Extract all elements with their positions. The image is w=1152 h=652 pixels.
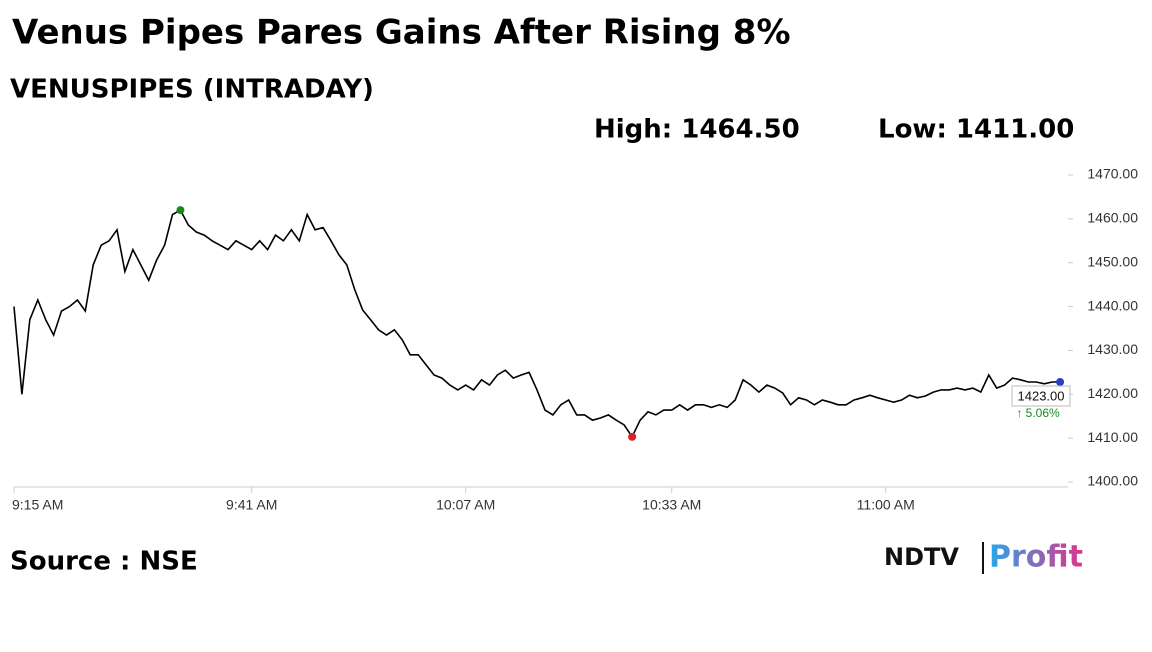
change-label: ↑ 5.06% [1016,406,1060,420]
x-tick-label: 10:33 AM [642,497,701,513]
chart-subtitle: VENUSPIPES (INTRADAY) [10,75,374,105]
low-label: Low: 1411.00 [878,115,1074,145]
y-tick-label: 1410.00 [1087,429,1138,445]
price-line [13,209,1061,439]
y-tick-label: 1400.00 [1087,473,1138,489]
low-marker [628,432,637,441]
x-tick-label: 10:07 AM [436,497,495,513]
logo-ndtv: NDTV [884,543,959,571]
x-tick-label: 9:41 AM [226,497,277,513]
source: Source : NSE [10,547,198,577]
y-tick-label: 1460.00 [1087,210,1138,226]
y-tick-label: 1450.00 [1087,253,1138,269]
last-price-label: 1423.00 [1018,388,1065,403]
high-label: High: 1464.50 [594,115,800,145]
y-tick-label: 1470.00 [1087,166,1138,182]
y-tick-label: 1430.00 [1087,341,1138,357]
x-tick-label: 9:15 AM [12,497,63,513]
high-marker [176,206,185,215]
logo-profit: Profit [989,540,1083,575]
x-tick-label: 11:00 AM [857,497,915,513]
chart-title: Venus Pipes Pares Gains After Rising 8% [12,13,791,53]
y-tick-label: 1440.00 [1087,297,1138,313]
y-tick-label: 1420.00 [1087,385,1138,401]
last-price-box [1011,385,1071,407]
last-marker [1056,378,1065,387]
